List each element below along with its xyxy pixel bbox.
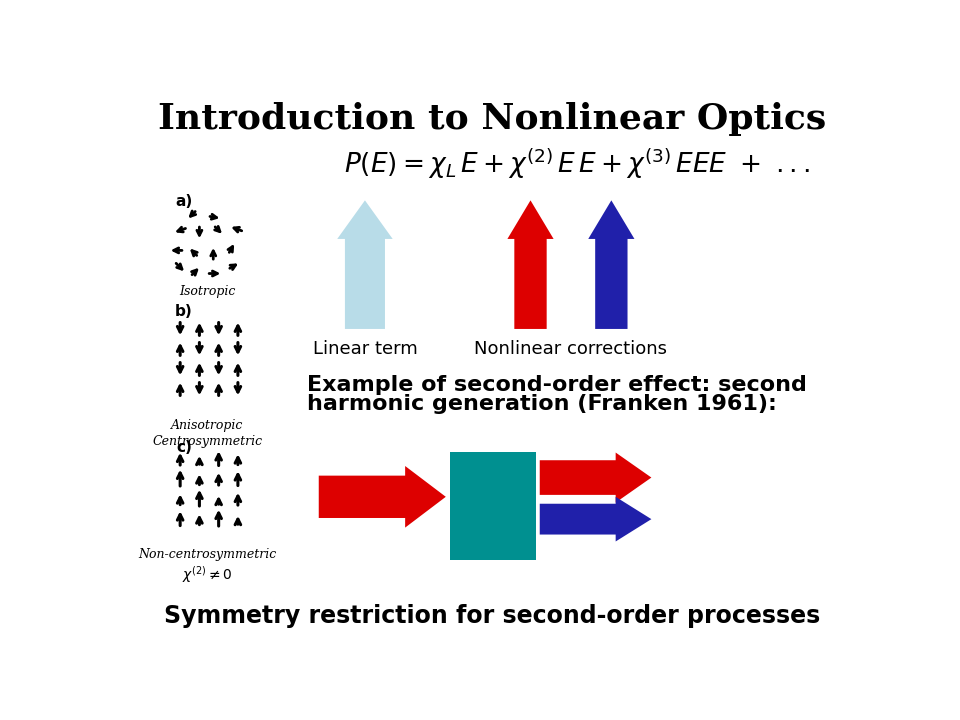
Text: c): c) <box>176 440 192 455</box>
Polygon shape <box>337 200 393 329</box>
Polygon shape <box>319 466 445 528</box>
Bar <box>449 452 536 560</box>
Text: $P(E) = \chi_L\, E + \chi^{(2)}\!\ E\,E + \chi^{(3)}\!\ EEE\ +\ ...$: $P(E) = \chi_L\, E + \chi^{(2)}\!\ E\,E … <box>344 146 809 181</box>
Polygon shape <box>540 453 652 503</box>
Polygon shape <box>508 200 554 329</box>
Polygon shape <box>588 200 635 329</box>
Text: b): b) <box>175 304 193 319</box>
Text: Non-centrosymmetric: Non-centrosymmetric <box>138 549 276 562</box>
Text: Symmetry restriction for second-order processes: Symmetry restriction for second-order pr… <box>164 604 820 628</box>
Polygon shape <box>540 497 652 541</box>
Text: harmonic generation (Franken 1961):: harmonic generation (Franken 1961): <box>307 395 777 415</box>
Text: Linear term: Linear term <box>313 341 418 359</box>
Text: Example of second-order effect: second: Example of second-order effect: second <box>307 375 807 395</box>
Text: $\chi^{(2)} \neq 0$: $\chi^{(2)} \neq 0$ <box>181 564 232 585</box>
Text: Anisotropic
Centrosymmetric: Anisotropic Centrosymmetric <box>152 419 262 448</box>
Text: Introduction to Nonlinear Optics: Introduction to Nonlinear Optics <box>157 102 827 136</box>
Text: a): a) <box>176 194 193 209</box>
Text: Nonlinear corrections: Nonlinear corrections <box>474 341 667 359</box>
Text: Isotropic: Isotropic <box>179 285 235 298</box>
